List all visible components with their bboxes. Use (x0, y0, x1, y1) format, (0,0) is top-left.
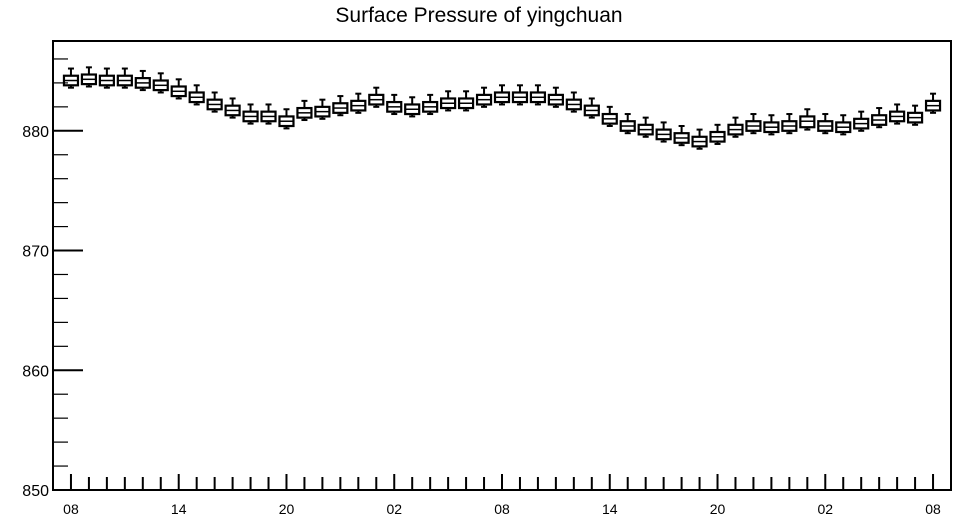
box-25 (511, 84, 529, 106)
y-tick-label: 850 (22, 483, 49, 500)
x-axis-ticks: 08 14 20 02 08 14 20 02 08 (63, 474, 941, 517)
box-13 (296, 99, 313, 122)
box-32 (637, 116, 654, 138)
box-48 (924, 92, 942, 114)
box-31 (619, 113, 636, 135)
chart-title: Surface Pressure of yingchuan (335, 4, 623, 27)
box-40 (781, 113, 798, 135)
box-14 (314, 98, 331, 120)
x-tick-label: 08 (63, 501, 79, 517)
box-8 (206, 91, 223, 113)
box-41 (799, 108, 816, 131)
box-9 (224, 97, 241, 119)
box-2 (98, 67, 115, 89)
box-43 (835, 114, 852, 136)
x-tick-label: 02 (386, 501, 402, 517)
box-11 (260, 103, 277, 125)
box-17 (368, 86, 385, 108)
x-tick-label: 02 (817, 501, 833, 517)
box-3 (116, 67, 133, 89)
box-36 (709, 123, 726, 145)
plot-axes (52, 40, 952, 491)
x-tick-label: 20 (710, 501, 726, 517)
box-19 (404, 96, 421, 118)
y-tick-label: 870 (22, 244, 49, 261)
box-0 (62, 67, 80, 89)
box-35 (691, 128, 708, 150)
box-20 (422, 93, 439, 116)
box-21 (440, 90, 457, 112)
box-39 (763, 114, 780, 136)
box-45 (871, 107, 888, 129)
y-tick-label: 880 (22, 124, 49, 141)
box-12 (278, 108, 295, 130)
box-series (62, 66, 942, 150)
y-tick-label: 860 (22, 363, 49, 380)
box-44 (853, 110, 870, 132)
y-axis-ticks: 850 860 870 880 (22, 58, 83, 500)
box-34 (673, 125, 690, 147)
box-26 (529, 84, 547, 106)
box-22 (457, 90, 475, 112)
x-tick-label: 14 (171, 501, 187, 517)
box-4 (134, 69, 151, 92)
box-29 (583, 97, 600, 119)
plot-frame (52, 40, 952, 491)
box-37 (727, 116, 744, 138)
box-5 (152, 72, 169, 94)
box-18 (386, 93, 403, 116)
box-46 (889, 103, 906, 125)
box-24 (493, 84, 511, 106)
box-28 (565, 91, 582, 113)
x-tick-label: 08 (925, 501, 941, 517)
x-tick-label: 14 (602, 501, 618, 517)
box-47 (906, 104, 924, 126)
box-38 (745, 113, 762, 135)
box-16 (350, 92, 367, 114)
box-10 (242, 103, 259, 125)
box-30 (601, 105, 618, 128)
box-7 (188, 84, 205, 106)
box-23 (475, 86, 493, 108)
box-1 (80, 66, 98, 88)
x-tick-label: 20 (279, 501, 295, 517)
box-42 (817, 113, 834, 135)
box-33 (655, 121, 672, 143)
box-27 (547, 86, 564, 108)
box-6 (170, 78, 187, 100)
box-15 (332, 95, 349, 117)
x-tick-label: 08 (494, 501, 510, 517)
